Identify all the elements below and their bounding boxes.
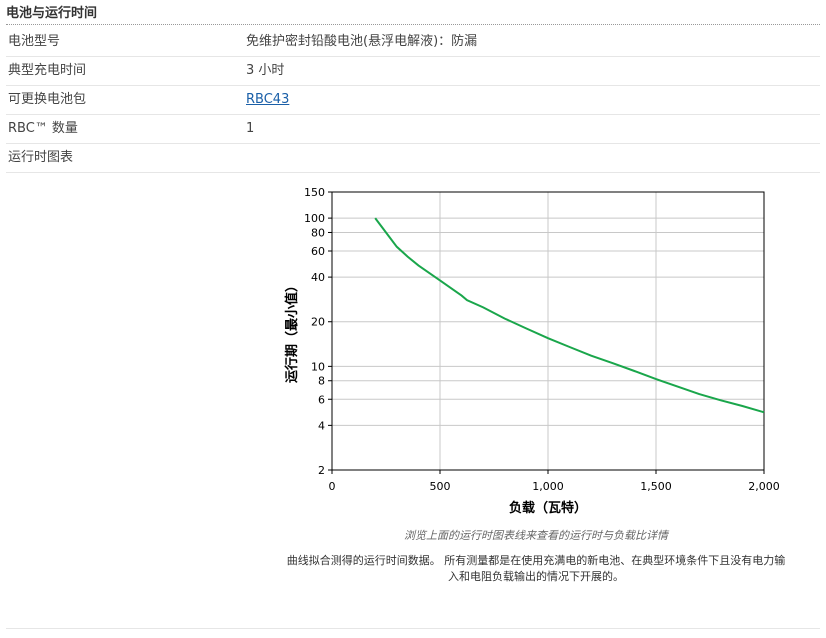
spec-label: 电池型号 <box>8 34 61 49</box>
spec-label: 可更换电池包 <box>8 92 87 107</box>
y-tick-label: 2 <box>318 464 325 477</box>
x-tick-label: 500 <box>430 480 451 493</box>
spec-value: 1 <box>246 121 255 136</box>
x-tick-label: 0 <box>329 480 336 493</box>
plot-frame <box>331 191 765 471</box>
chart-description: 曲线拟合测得的运行时间数据。 所有测量都是在使用充满电的新电池、在典型环境条件下… <box>286 554 786 583</box>
y-tick-label: 40 <box>311 271 325 284</box>
spec-value: 3 小时 <box>246 63 285 78</box>
spec-row-replacement-pack: 可更换电池包 RBC43 <box>6 86 820 115</box>
spec-label: 典型充电时间 <box>8 63 87 78</box>
y-tick-label: 6 <box>318 393 325 406</box>
spec-value: 免维护密封铅酸电池(悬浮电解液)：防漏 <box>246 34 478 49</box>
x-tick-label: 2,000 <box>748 480 780 493</box>
spec-label: RBC™ 数量 <box>8 121 78 136</box>
chart-grid <box>331 191 765 471</box>
x-tick-label: 1,000 <box>532 480 564 493</box>
y-tick-label: 8 <box>318 375 325 388</box>
spec-table: 电池型号 免维护密封铅酸电池(悬浮电解液)：防漏 典型充电时间 3 小时 可更换… <box>6 28 820 173</box>
rbc43-link[interactable]: RBC43 <box>246 92 290 107</box>
spec-row-charge-time: 典型充电时间 3 小时 <box>6 57 820 86</box>
y-tick-label: 10 <box>311 360 325 373</box>
x-axis-label: 负载（瓦特） <box>509 500 587 516</box>
y-tick-label: 60 <box>311 245 325 258</box>
chart-note: 浏览上面的运行时图表线来查看的运行时与负载比详情 <box>404 529 668 542</box>
spec-value: RBC43 <box>246 86 289 114</box>
chart-series <box>374 217 765 414</box>
y-tick-label: 100 <box>304 212 325 225</box>
y-tick-label: 4 <box>318 419 325 432</box>
y-axis-label: 运行期（最小值） <box>284 279 300 383</box>
spec-row-rbc-quantity: RBC™ 数量 1 <box>6 115 820 144</box>
spec-label: 运行时图表 <box>8 150 74 165</box>
spec-row-runtime-chart: 运行时图表 <box>6 144 820 173</box>
y-tick-label: 20 <box>311 316 325 329</box>
y-tick-label: 150 <box>304 186 325 199</box>
chart-axes <box>328 191 765 474</box>
divider <box>6 628 820 629</box>
spec-row-battery-type: 电池型号 免维护密封铅酸电池(悬浮电解液)：防漏 <box>6 28 820 57</box>
x-tick-label: 1,500 <box>640 480 672 493</box>
y-tick-label: 80 <box>311 226 325 239</box>
runtime-curve <box>374 217 765 414</box>
section-title: 电池与运行时间 <box>6 4 820 25</box>
